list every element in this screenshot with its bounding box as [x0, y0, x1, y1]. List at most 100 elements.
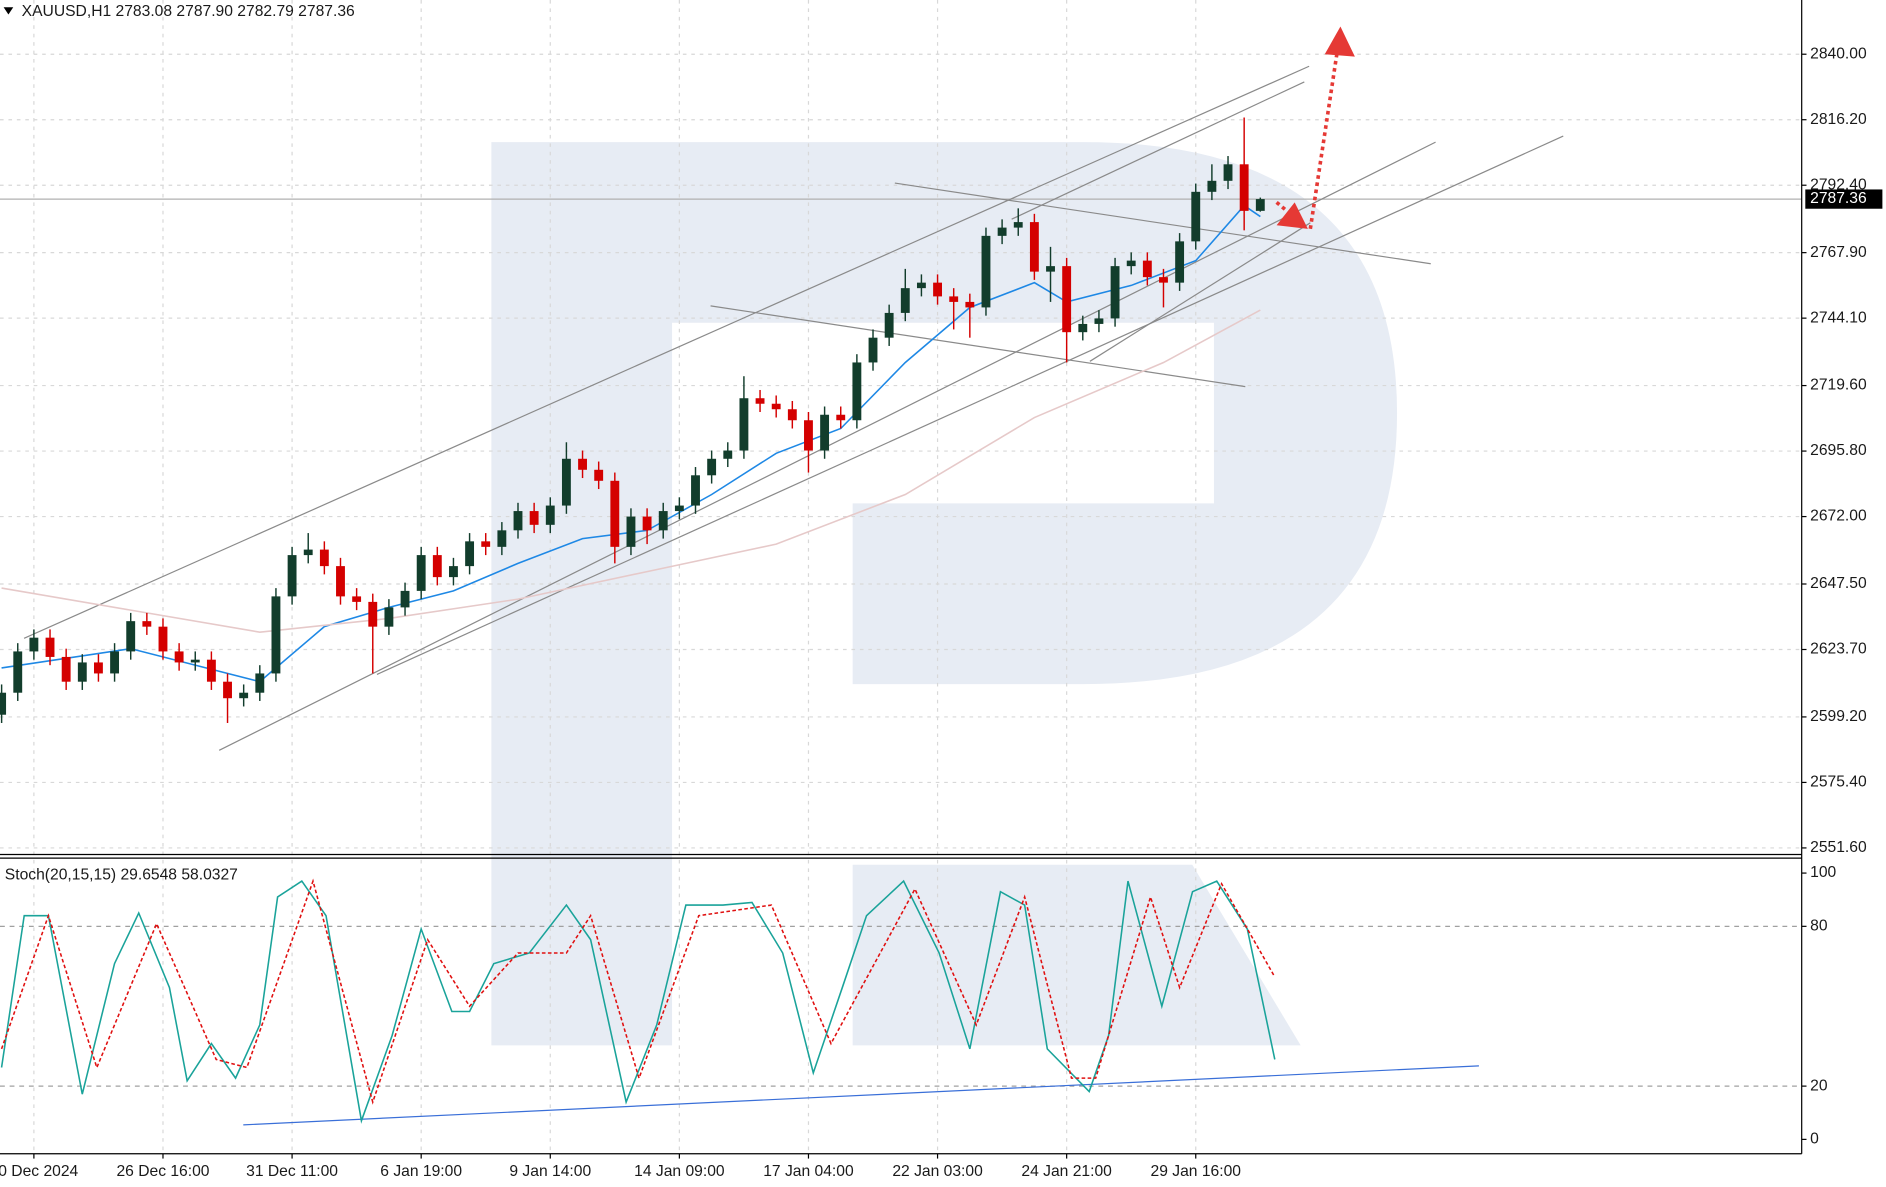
candle-body	[77, 662, 87, 682]
candle-body	[174, 651, 184, 663]
candle-body	[852, 362, 862, 421]
candle-body	[61, 656, 71, 682]
stoch-trend-line	[243, 1065, 1479, 1126]
y-tick-label: 2719.60	[1810, 377, 1867, 394]
candle-body	[497, 530, 507, 547]
trend-line	[710, 305, 1246, 388]
candle-body	[416, 555, 426, 591]
candle-body	[223, 681, 232, 699]
candle-body	[255, 673, 265, 693]
y-tick-label: 2575.40	[1810, 774, 1867, 791]
y-tick-label: 2792.40	[1810, 176, 1867, 193]
candle-body	[674, 505, 684, 512]
y-tick-label: 2599.20	[1810, 708, 1867, 725]
grid	[0, 0, 1802, 1154]
candle-body	[1126, 260, 1136, 267]
candle-body	[287, 555, 297, 597]
x-tick-label: 24 Jan 21:00	[1021, 1163, 1112, 1180]
trend-line	[376, 135, 1564, 675]
watermark-stem	[491, 142, 673, 1046]
candle-body	[529, 511, 539, 525]
candle-body	[449, 566, 458, 578]
y-tick-label: 2672.00	[1810, 508, 1867, 525]
forecast-arrows	[1275, 26, 1355, 230]
candle-body	[755, 398, 765, 404]
candle-body	[93, 662, 103, 674]
trend-line	[1089, 222, 1311, 362]
indicator-title: Stoch(20,15,15) 29.6548 58.0327	[5, 867, 238, 884]
candle-body	[465, 541, 475, 567]
marks	[0, 117, 1276, 1124]
candle-body	[336, 566, 345, 597]
candle-body	[513, 511, 523, 531]
candle-body	[142, 621, 152, 627]
y-tick-label: 100	[1810, 864, 1836, 881]
x-tick-label: 17 Jan 04:00	[763, 1163, 854, 1180]
candle-body	[400, 590, 410, 608]
candle-body	[868, 337, 878, 363]
candle-body	[1094, 318, 1104, 324]
candle-body	[933, 282, 942, 297]
arrow-shaft	[1308, 53, 1339, 230]
chart-title: XAUUSD,H1 2783.08 2787.90 2782.79 2787.3…	[22, 3, 355, 20]
candle-body	[900, 288, 910, 313]
candle-body	[1110, 266, 1120, 319]
y-tick-label: 2767.90	[1810, 244, 1867, 261]
x-tick-label: 6 Jan 19:00	[380, 1163, 462, 1180]
candle-body	[158, 626, 168, 652]
candle-body	[884, 312, 894, 338]
candle-body	[578, 458, 587, 470]
candle-body	[13, 651, 23, 693]
candle-body	[1207, 180, 1217, 192]
candle-body	[271, 596, 281, 674]
trend-lines	[23, 65, 1564, 1126]
y-tick-label: 2840.00	[1810, 45, 1867, 62]
y-tick-label: 20	[1810, 1077, 1828, 1094]
candle-body	[916, 282, 926, 289]
trend-line	[1011, 81, 1305, 220]
frame	[0, 0, 1803, 1155]
watermark-leg	[852, 864, 1301, 1046]
candle-body	[561, 458, 571, 506]
candle-body	[1046, 266, 1055, 272]
candle-body	[1078, 323, 1088, 333]
candle-body	[29, 637, 39, 652]
x-tick-label: 26 Dec 16:00	[116, 1163, 209, 1180]
candle-body	[1175, 241, 1185, 283]
candle-body	[239, 692, 249, 699]
candle-body	[658, 511, 668, 531]
x-tick-label: 31 Dec 11:00	[246, 1163, 338, 1180]
candle-body	[691, 475, 700, 506]
candle-body	[1239, 164, 1249, 211]
y-tick-label: 2695.80	[1810, 442, 1867, 459]
series-line	[0, 879, 1276, 1124]
candle-body	[836, 414, 846, 421]
candle-body	[545, 505, 555, 525]
y-tick-label: 2744.10	[1810, 309, 1867, 326]
candle-body	[997, 227, 1007, 236]
candle-body	[804, 420, 813, 451]
candle-body	[303, 549, 313, 556]
candle-body	[1159, 277, 1168, 283]
candle-body	[0, 692, 7, 715]
candle-body	[1013, 222, 1023, 228]
y-tick-label: 2647.50	[1810, 575, 1867, 592]
candle-body	[352, 596, 362, 602]
candle-body	[1029, 222, 1039, 272]
candle-body	[126, 621, 136, 652]
x-tick-label: 14 Jan 09:00	[634, 1163, 725, 1180]
series-line	[1, 309, 1261, 633]
symbol-menu-icon[interactable]	[3, 7, 14, 15]
candle-body	[1255, 199, 1265, 211]
candle-body	[319, 549, 329, 567]
candle-body	[610, 480, 620, 547]
x-tick-label: 29 Jan 16:00	[1151, 1163, 1242, 1180]
candle-body	[384, 607, 394, 627]
candle-body	[820, 414, 830, 451]
candle-body	[771, 403, 781, 410]
candle-body	[949, 296, 959, 302]
watermark-bowl	[672, 142, 1398, 685]
candle-body	[965, 301, 975, 308]
trend-line	[894, 182, 1431, 265]
candle-body	[110, 651, 120, 674]
